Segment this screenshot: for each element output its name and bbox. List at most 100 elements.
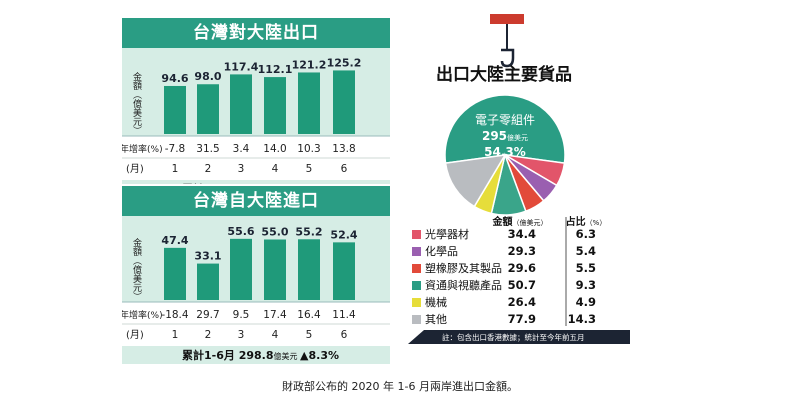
legend-label: 機械 [425,295,447,309]
month-tick-label: 4 [272,329,279,341]
share-header-unit: （%） [586,219,607,227]
import-panel: 台灣自大陸進口 金額（億美元） 47.4 33.1 55.6 55.0 55.2 52.4 年… [122,186,390,364]
bar-value-label: 55.2 [295,225,322,238]
legend-swatch [412,298,421,307]
bar [164,247,186,300]
bar-value-label: 112.1 [258,63,293,76]
y-axis-label: 金額（億美元） [131,237,142,301]
share-value: 5.5 [576,261,596,275]
month-tick-label: 2 [205,163,212,175]
month-tick-label: 1 [172,163,179,175]
hook-icon [500,48,515,68]
bar [230,238,252,300]
growth-value: 9.5 [233,309,250,321]
legend-label: 化學品 [425,244,458,258]
share-header: 占比（%） [566,215,607,228]
bar-value-label: 117.4 [224,60,259,73]
export-panel: 台灣對大陸出口 金額（億美元） 94.6 98.0 117.4 112.1 121.2 12… [122,18,390,184]
bar-value-label: 55.6 [227,225,254,238]
amount-value: 77.9 [508,312,536,326]
note-band [408,330,630,344]
share-value: 4.9 [576,295,596,309]
amount-value: 29.3 [508,244,536,258]
total-text: 累計1-6月 668.4億美元 ▲9.8% [182,182,339,184]
amount-header: 金額（億美元） [492,215,548,228]
bar-value-label: 47.4 [161,234,188,247]
total-label: 累計1-6月 [182,348,239,362]
growth-value: 11.4 [332,309,356,321]
month-tick-label: 5 [306,329,313,341]
bar-value-label: 121.2 [292,58,327,71]
share-value: 14.3 [568,312,596,326]
pie-highlight-amount: 295億美元 [482,129,528,143]
bar-value-label: 125.2 [327,56,362,69]
import-title: 台灣自大陸進口 [122,186,390,216]
legend-swatch [412,230,421,239]
month-tick-label: 1 [172,329,179,341]
bar [164,85,186,134]
legend-swatch [412,281,421,290]
pie-highlight-value: 295 [482,129,507,143]
month-tick-label: 3 [238,163,245,175]
amount-value: 34.4 [508,227,536,241]
pie-highlight-name: 電子零組件 [475,113,535,127]
month-tick-label: 4 [272,163,279,175]
month-tick-label: 5 [306,163,313,175]
pie-note: 註：包含出口香港數據；統計至今年前五月 [442,332,585,342]
bar [333,70,355,134]
growth-value: 10.3 [297,143,320,155]
bar [333,242,355,300]
caption: 財政部公布的 2020 年 1-6 月兩岸進出口金額。 [282,380,518,393]
bar [197,84,219,134]
y-axis-label: 金額（億美元） [131,71,142,135]
growth-value: 29.7 [196,309,219,321]
growth-row-label: 年增率(%) [122,143,163,155]
growth-row-label: 年增率(%) [122,309,163,321]
legend-swatch [412,247,421,256]
bar [230,74,252,134]
bar [264,239,286,300]
month-tick-label: 2 [205,329,212,341]
bar-value-label: 94.6 [161,72,188,85]
total-text: 累計1-6月 298.8億美元 ▲8.3% [182,348,339,362]
pie-highlight-share: 54.3% [484,145,526,159]
export-title: 台灣對大陸出口 [122,18,390,48]
bar [197,263,219,300]
bar [298,72,320,134]
amount-header-label: 金額 [492,215,513,228]
amount-value: 50.7 [508,278,536,292]
share-value: 9.3 [576,278,596,292]
legend-label: 塑橡膠及其製品 [425,261,502,275]
growth-value: -7.8 [165,143,186,155]
total-label: 累計1-6月 [182,182,239,184]
bar-value-label: 55.0 [261,226,288,239]
share-value: 6.3 [576,227,596,241]
pie-slice [444,94,566,164]
legend-label: 光學器材 [425,227,469,241]
bar-value-label: 52.4 [330,228,357,241]
month-tick-label: 3 [238,329,245,341]
share-value: 5.4 [576,244,596,258]
amount-value: 26.4 [508,295,536,309]
pie-slice [444,154,507,208]
bar-value-label: 33.1 [194,250,221,263]
total-unit: 億美元 [274,351,301,361]
import-bar-chart: 金額（億美元） 47.4 33.1 55.6 55.0 55.2 52.4 年增率(%)-18… [122,216,390,364]
crane-beam [490,14,524,24]
growth-value: 31.5 [196,143,219,155]
legend-label: 資通與視聽產品 [425,278,502,292]
growth-value: 16.4 [297,309,321,321]
growth-value: -18.4 [161,309,188,321]
total-growth: ▲9.8% [300,183,339,184]
growth-value: 13.8 [332,143,355,155]
total-value: 298.8 [239,349,274,362]
bar-value-label: 98.0 [194,70,221,83]
legend-label: 其他 [425,313,447,326]
month-row-label: (月) [126,329,144,341]
month-row-label: (月) [126,163,144,175]
bar [298,239,320,300]
growth-value: 14.0 [263,143,286,155]
